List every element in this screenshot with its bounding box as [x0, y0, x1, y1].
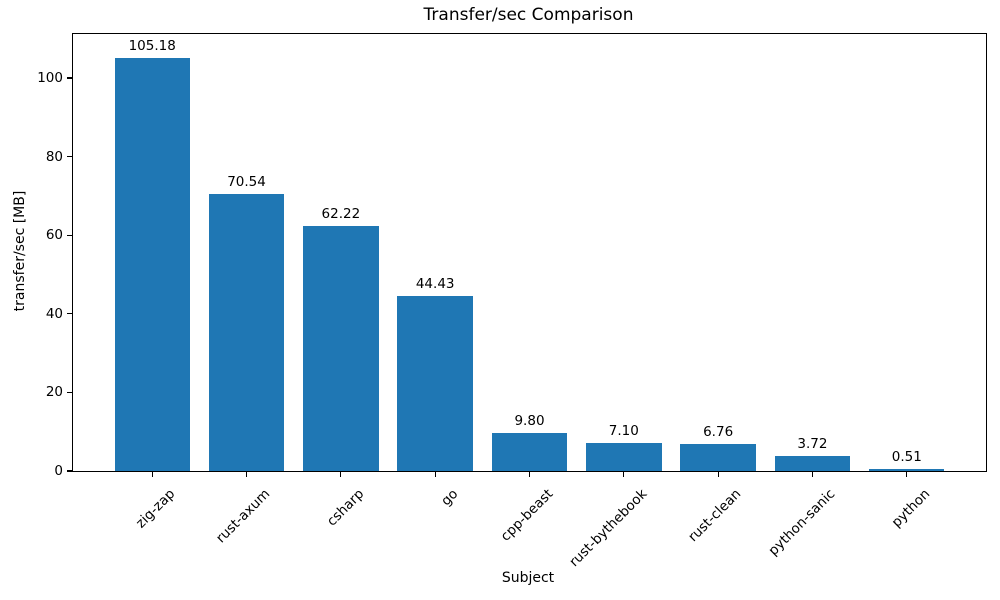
bar [397, 296, 473, 471]
bar [869, 469, 945, 471]
y-tick-mark [67, 391, 72, 393]
bar [303, 226, 379, 471]
bar-value-label: 70.54 [227, 173, 266, 190]
bar [586, 443, 662, 471]
chart-title: Transfer/sec Comparison [423, 5, 634, 25]
bar-value-label: 0.51 [891, 449, 922, 465]
plot-area: 0 20 40 60 80 100 105.18 zig-zap 70.54 rust-axum 6… [37, 33, 987, 570]
y-tick-label: 100 [37, 70, 63, 86]
y-tick-label: 40 [45, 305, 63, 322]
bar-value-label: 9.80 [514, 412, 545, 429]
bar [774, 456, 851, 471]
x-axis-label: Subject [501, 570, 555, 586]
y-axis-label: transfer/sec [MB] [12, 190, 28, 312]
bar-value-label: 7.10 [608, 423, 639, 440]
y-tick-mark [67, 77, 72, 79]
x-tick-mark [434, 472, 436, 477]
x-tick-mark [717, 472, 719, 477]
bar-value-label: 62.22 [321, 206, 361, 223]
y-tick-label: 80 [45, 148, 63, 165]
x-tick-mark [245, 472, 248, 477]
x-tick-label: zig-zap [133, 486, 179, 532]
y-tick-mark [67, 470, 72, 472]
x-tick-mark [151, 472, 153, 477]
y-tick-mark [67, 234, 72, 236]
bar-value-label: 105.18 [128, 37, 176, 54]
bar [208, 193, 285, 471]
bar-value-label: 3.72 [797, 436, 828, 453]
bar [114, 57, 190, 471]
x-tick-mark [623, 472, 625, 477]
bar [491, 432, 568, 471]
x-tick-mark [906, 472, 908, 477]
y-tick-mark [67, 156, 72, 158]
x-tick-mark [528, 472, 531, 477]
x-tick-mark [811, 472, 814, 477]
y-tick-mark [67, 313, 72, 315]
x-tick-mark [340, 472, 342, 477]
y-tick-label: 60 [45, 227, 63, 244]
bar [680, 444, 756, 471]
bar-value-label: 44.43 [415, 276, 455, 293]
y-tick-label: 20 [45, 384, 63, 401]
bar-value-label: 6.76 [703, 424, 734, 441]
y-tick-label: 0 [54, 463, 63, 479]
